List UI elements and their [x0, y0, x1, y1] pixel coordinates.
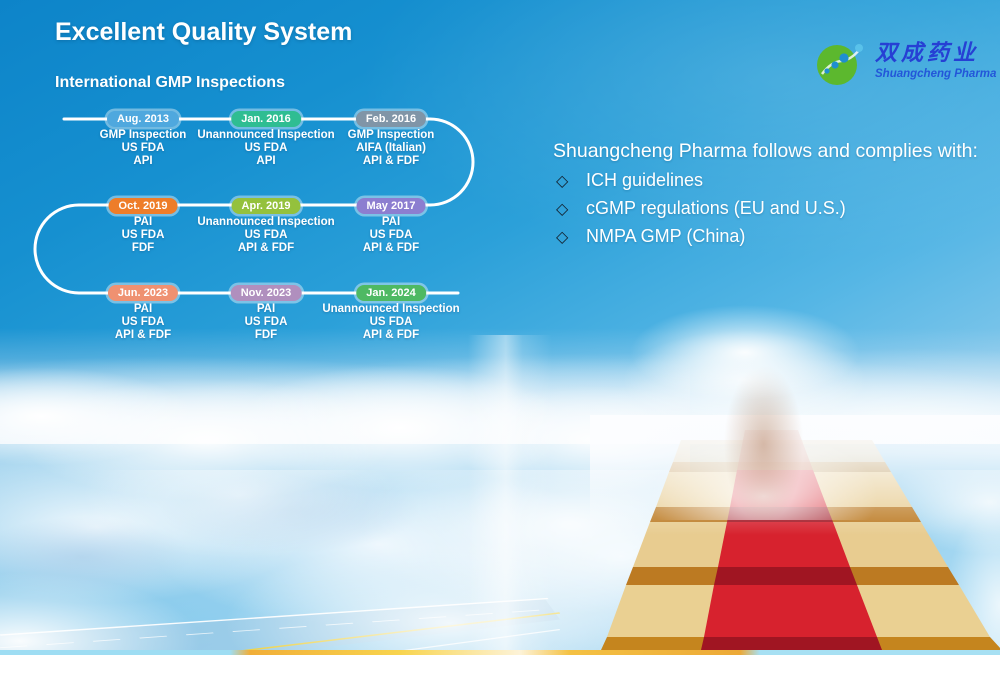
event-line: US FDA — [369, 229, 413, 241]
timeline-event: Unannounced Inspection US FDA API & FDF — [181, 216, 351, 255]
footer-margin — [0, 655, 1000, 695]
logo-dot — [824, 68, 830, 74]
event-line: FDF — [254, 329, 278, 341]
event-line: AIFA (Italian) — [356, 142, 426, 154]
event-line: US FDA — [121, 316, 165, 328]
compliance-item-label: cGMP regulations (EU and U.S.) — [586, 198, 846, 218]
timeline-event: PAI US FDA API & FDF — [306, 216, 476, 255]
logo-company-name-en: Shuangcheng Pharma — [875, 68, 997, 80]
event-line: US FDA — [121, 142, 165, 154]
compliance-block: Shuangcheng Pharma follows and complies … — [553, 140, 983, 247]
light-seam — [468, 335, 552, 650]
event-line: US FDA — [244, 142, 288, 154]
timeline-date-badge: Jan. 2024 — [356, 285, 426, 301]
logo-dot — [839, 53, 849, 63]
event-line: Unannounced Inspection — [197, 129, 335, 141]
event-line: Unannounced Inspection — [197, 216, 335, 228]
event-line: US FDA — [244, 316, 288, 328]
page-subtitle: International GMP Inspections — [55, 74, 285, 91]
red-carpet — [704, 585, 877, 637]
logo-company-name-cn: 双成药业 — [875, 40, 980, 65]
event-line: API — [133, 155, 153, 167]
event-line: API & FDF — [362, 155, 420, 167]
sky-photo — [0, 0, 1000, 650]
event-line: API & FDF — [237, 242, 295, 254]
compliance-item: ◇ cGMP regulations (EU and U.S.) — [553, 198, 983, 219]
logo-dot — [831, 61, 839, 69]
diamond-bullet-icon: ◇ — [556, 200, 569, 218]
company-logo: 双成药业 Shuangcheng Pharma — [815, 40, 996, 88]
event-line: GMP Inspection — [347, 129, 435, 141]
red-carpet-riser — [701, 637, 882, 650]
event-line: API — [256, 155, 276, 167]
timeline-date-badge: Nov. 2023 — [230, 285, 302, 301]
event-line: US FDA — [244, 229, 288, 241]
timeline-path — [33, 117, 475, 295]
timeline-event: GMP Inspection AIFA (Italian) API & FDF — [306, 129, 476, 168]
event-line: GMP Inspection — [99, 129, 187, 141]
timeline-event: PAI US FDA FDF — [181, 303, 351, 342]
timeline-date-badge: Jun. 2023 — [107, 285, 179, 301]
timeline-event: Unannounced Inspection US FDA API — [181, 129, 351, 168]
timeline-date-badge: May 2017 — [356, 198, 426, 214]
timeline-date-badge: Jan. 2016 — [231, 111, 301, 127]
red-carpet-riser — [714, 567, 857, 585]
event-line: PAI — [381, 216, 401, 228]
event-line: PAI — [133, 216, 153, 228]
compliance-item-label: NMPA GMP (China) — [586, 226, 746, 246]
event-line: PAI — [256, 303, 276, 315]
timeline-date-badge: Oct. 2019 — [108, 198, 178, 214]
timeline-date-badge: Apr. 2019 — [231, 198, 301, 214]
timeline-date-badge: Aug. 2013 — [107, 111, 179, 127]
compliance-item: ◇ NMPA GMP (China) — [553, 226, 983, 247]
compliance-item: ◇ ICH guidelines — [553, 170, 983, 191]
compliance-item-label: ICH guidelines — [586, 170, 704, 190]
timeline-event: PAI US FDA FDF — [58, 216, 228, 255]
event-line: PAI — [133, 303, 153, 315]
event-line: API & FDF — [362, 329, 420, 341]
timeline-date-badge: Feb. 2016 — [355, 111, 427, 127]
event-line: API & FDF — [362, 242, 420, 254]
event-line: US FDA — [121, 229, 165, 241]
timeline-event: PAI US FDA API & FDF — [58, 303, 228, 342]
diamond-bullet-icon: ◇ — [556, 172, 569, 190]
timeline-event: GMP Inspection US FDA API — [58, 129, 228, 168]
page-title: Excellent Quality System — [55, 18, 353, 46]
diamond-bullet-icon: ◇ — [556, 228, 569, 246]
event-line: US FDA — [369, 316, 413, 328]
logo-text: 双成药业 Shuangcheng Pharma — [875, 40, 996, 80]
event-line: Unannounced Inspection — [322, 303, 460, 315]
timeline-line — [33, 117, 475, 295]
timeline-event: Unannounced Inspection US FDA API & FDF — [306, 303, 476, 342]
accent-strip — [0, 650, 1000, 655]
logo-mark-icon — [817, 44, 863, 85]
sun-glare — [630, 305, 860, 400]
compliance-heading: Shuangcheng Pharma follows and complies … — [553, 140, 978, 162]
logo-dot-outer — [855, 44, 863, 52]
event-line: FDF — [131, 242, 155, 254]
event-line: API & FDF — [114, 329, 172, 341]
